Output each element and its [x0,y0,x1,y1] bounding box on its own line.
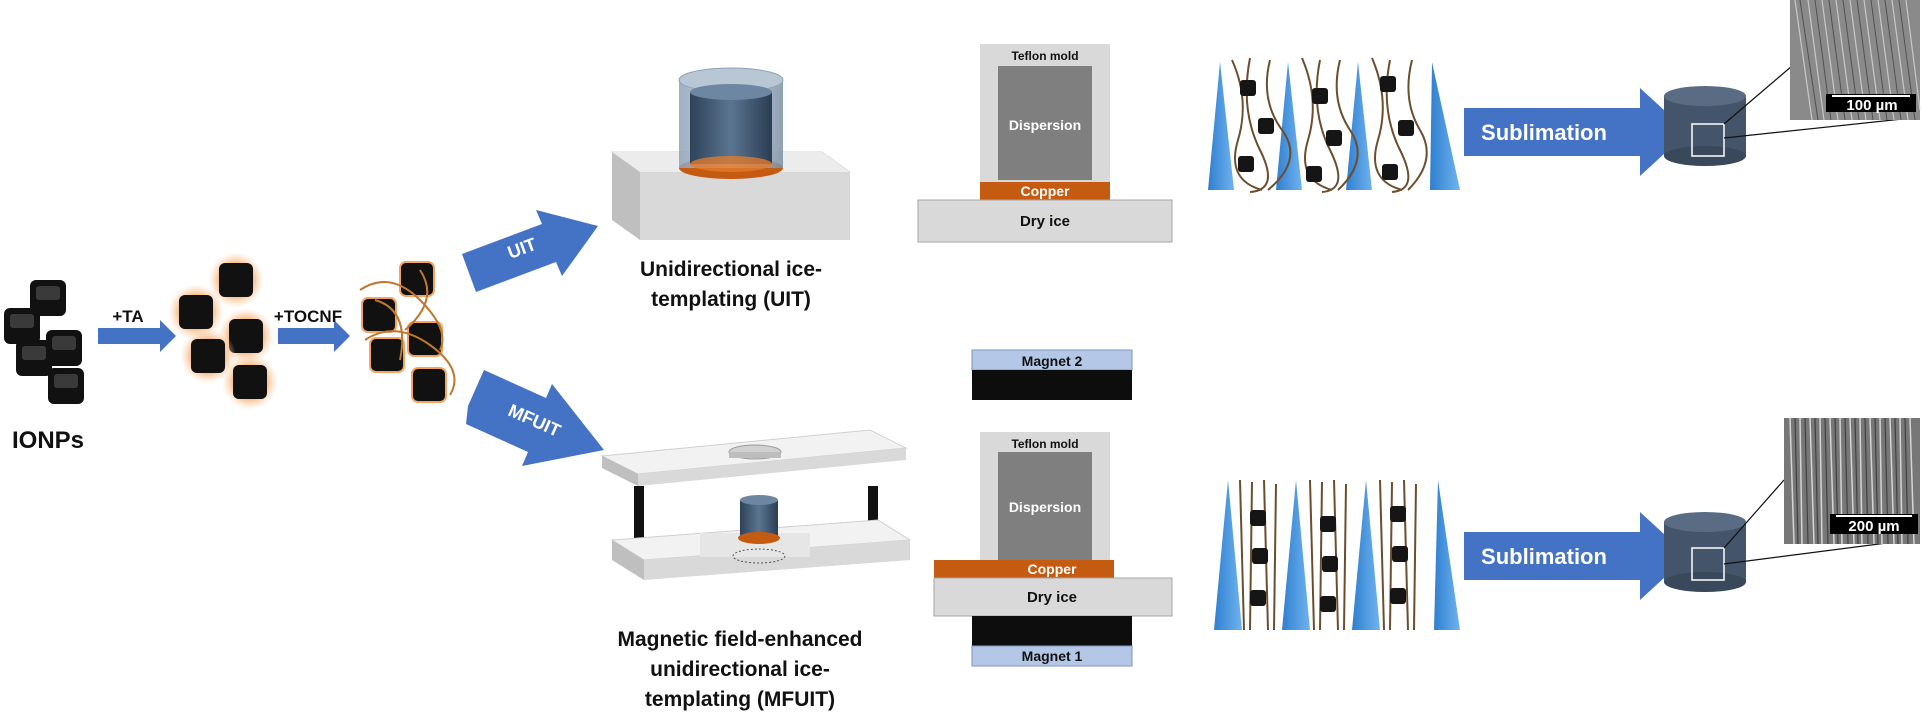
uit-copper-label: Copper [1021,183,1071,199]
mfuit-caption-line2: unidirectional ice- [650,658,830,681]
tocnf-label: +TOCNF [274,307,342,326]
uit-dry-ice [917,199,1173,243]
uit-dry-ice-label: Dry ice [1020,213,1070,230]
uit-arrow [462,210,598,292]
mfuit-scale-bar-label: 200 µm [1848,518,1899,535]
uit-sublimation-label: Sublimation [1481,120,1607,145]
uit-copper [980,182,1110,200]
ionp-cluster [4,280,84,404]
uit-aerogel [1664,65,1913,166]
uit-dispersion [998,66,1092,180]
uit-dispersion-label: Dispersion [1009,117,1081,133]
ionps-label: IONPs [12,427,84,454]
tocnf-particles [359,261,456,403]
mfuit-dispersion [998,452,1092,560]
magnet-2-label: Magnet 2 [1022,353,1083,369]
magnet-1 [971,645,1133,667]
mfuit-dispersion-label: Dispersion [1009,499,1081,515]
mfuit-caption-line1: Magnetic field-enhanced [617,628,862,651]
mfuit-ice-structure [1214,479,1460,631]
uit-setup-schematic [917,44,1173,243]
mfuit-apparatus [600,429,912,580]
mfuit-copper [934,560,1114,578]
ta-coated-particles [168,252,278,410]
mfuit-arrow [466,370,604,466]
mfuit-dry-ice-label: Dry ice [1027,589,1077,606]
uit-caption-line2: templating (UIT) [651,288,811,311]
ta-arrow [98,320,176,352]
mfuit-caption-line3: templating (MFUIT) [645,688,835,711]
uit-mold-label: Teflon mold [1011,49,1078,63]
mfuit-aerogel [1664,479,1911,592]
mfuit-sublimation-label: Sublimation [1481,544,1607,569]
uit-apparatus [610,67,852,240]
mfuit-sublimation-arrow [1464,512,1688,600]
uit-caption-line1: Unidirectional ice- [640,258,822,281]
ta-label: +TA [112,307,143,326]
mfuit-dry-ice [933,577,1173,617]
mfuit-setup-schematic [933,349,1173,667]
uit-sem-image [1790,0,1921,121]
magnet-1-label: Magnet 1 [1022,648,1083,664]
uit-scale-bar-label: 100 µm [1846,97,1897,114]
mfuit-mold-label: Teflon mold [1011,437,1078,451]
uit-ice-structure [1208,57,1460,193]
uit-sublimation-arrow [1464,88,1688,176]
mfuit-sem-image [1784,417,1920,545]
mfuit-copper-label: Copper [1028,561,1078,577]
tocnf-arrow [278,320,350,352]
